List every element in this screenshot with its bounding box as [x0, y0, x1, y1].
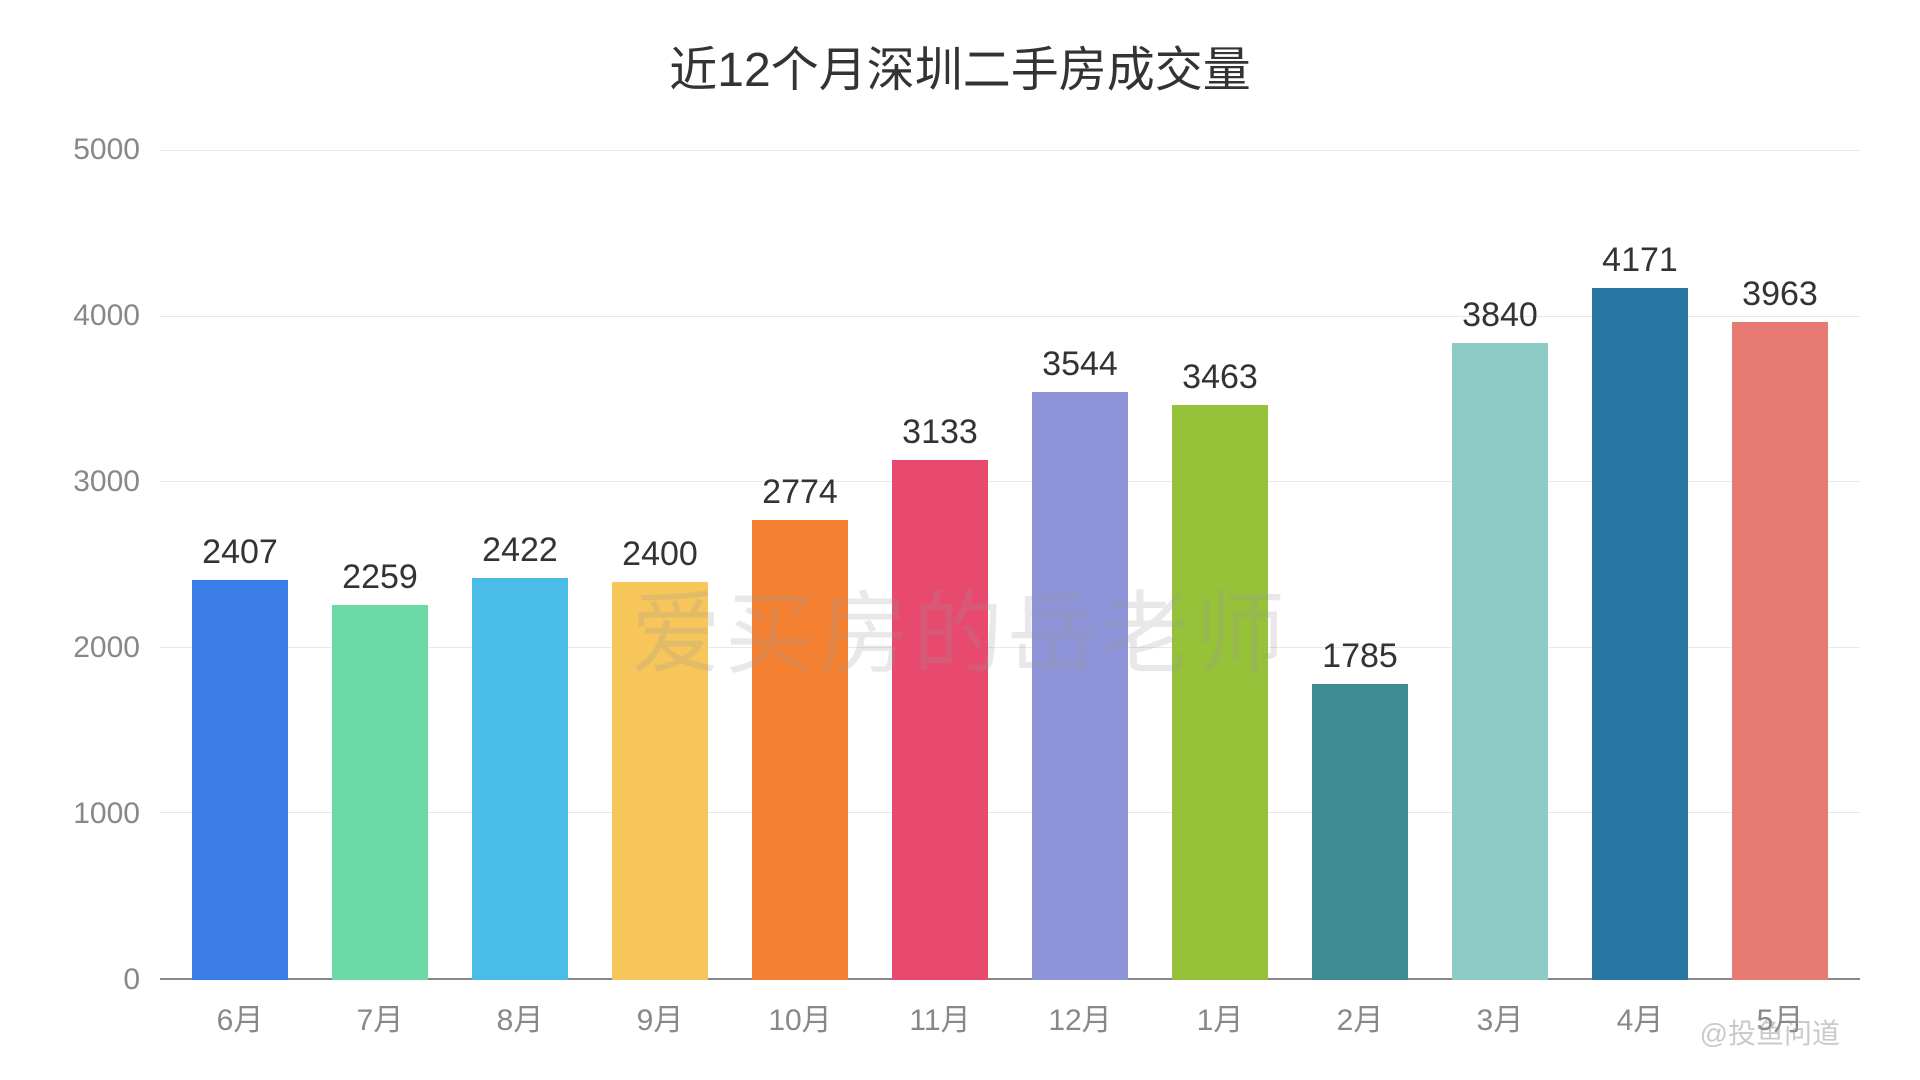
- chart-body: 5000 4000 3000 2000 1000 0 2407225924222…: [60, 150, 1860, 1040]
- bar: [1032, 392, 1127, 980]
- bar: [752, 520, 847, 980]
- bar-group: 3544: [1010, 150, 1150, 980]
- x-tick: 4月: [1570, 980, 1710, 1040]
- bar: [472, 578, 567, 980]
- x-tick: 6月: [170, 980, 310, 1040]
- bar: [1172, 405, 1267, 980]
- bar: [1592, 288, 1687, 980]
- bar-group: 3840: [1430, 150, 1570, 980]
- x-tick: 12月: [1010, 980, 1150, 1040]
- bar-group: 1785: [1290, 150, 1430, 980]
- bar-value-label: 2400: [622, 535, 698, 574]
- bar-value-label: 3544: [1042, 345, 1118, 384]
- bar-value-label: 2407: [202, 533, 278, 572]
- x-tick: 8月: [450, 980, 590, 1040]
- bar-value-label: 4171: [1602, 241, 1678, 280]
- bar-group: 3133: [870, 150, 1010, 980]
- plot-area: 2407 2259 2422 2400 2774 3133 3544 3463 1785 3840…: [160, 150, 1860, 1040]
- bar-group: 3963: [1710, 150, 1850, 980]
- bar: [892, 460, 987, 980]
- x-tick: 9月: [590, 980, 730, 1040]
- bar-value-label: 2774: [762, 473, 838, 512]
- bar-value-label: 3133: [902, 413, 978, 452]
- bar: [1732, 322, 1827, 980]
- chart-container: 近12个月深圳二手房成交量 5000 4000 3000 2000 1000 0…: [0, 0, 1920, 1080]
- x-tick: 1月: [1150, 980, 1290, 1040]
- bar-group: 2259: [310, 150, 450, 980]
- bar: [612, 582, 707, 980]
- x-axis: 6月7月8月9月10月11月12月1月2月3月4月5月: [160, 980, 1860, 1040]
- bar: [1312, 684, 1407, 980]
- bar-value-label: 1785: [1322, 637, 1398, 676]
- bar: [192, 580, 287, 980]
- bar-group: 4171: [1570, 150, 1710, 980]
- bar-group: 3463: [1150, 150, 1290, 980]
- chart-title: 近12个月深圳二手房成交量: [60, 30, 1860, 100]
- x-tick: 10月: [730, 980, 870, 1040]
- bar-group: 2774: [730, 150, 870, 980]
- bars-area: 2407 2259 2422 2400 2774 3133 3544 3463 1785 3840…: [160, 150, 1860, 980]
- bar-group: 2422: [450, 150, 590, 980]
- bar: [1452, 343, 1547, 980]
- bar-value-label: 2259: [342, 558, 418, 597]
- bar: [332, 605, 427, 980]
- x-tick: 5月: [1710, 980, 1850, 1040]
- x-tick: 3月: [1430, 980, 1570, 1040]
- bar-group: 2400: [590, 150, 730, 980]
- bar-value-label: 3463: [1182, 358, 1258, 397]
- bar-value-label: 3840: [1462, 296, 1538, 335]
- x-tick: 2月: [1290, 980, 1430, 1040]
- bar-group: 2407: [170, 150, 310, 980]
- y-axis: 5000 4000 3000 2000 1000 0: [60, 150, 160, 1040]
- bar-value-label: 2422: [482, 531, 558, 570]
- bar-value-label: 3963: [1742, 275, 1818, 314]
- x-tick: 11月: [870, 980, 1010, 1040]
- x-tick: 7月: [310, 980, 450, 1040]
